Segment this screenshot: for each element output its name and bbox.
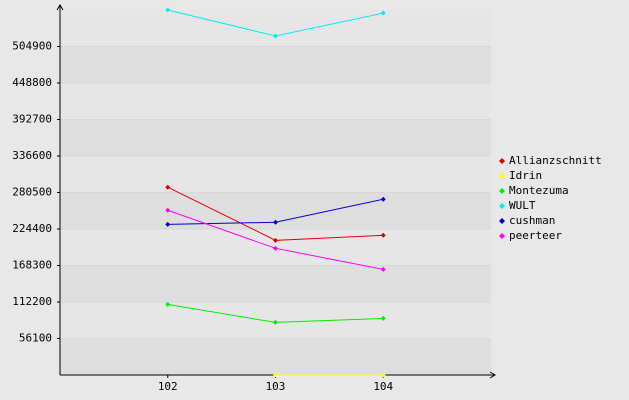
legend-marker bbox=[499, 173, 505, 179]
point-marker bbox=[273, 219, 278, 225]
y-tick-label: 56100 bbox=[19, 332, 52, 345]
plot-band bbox=[60, 46, 491, 83]
y-axis-arrow bbox=[56, 4, 64, 11]
point-marker bbox=[165, 301, 171, 307]
point-marker bbox=[380, 315, 386, 321]
x-tick-label: 102 bbox=[158, 380, 178, 393]
point-marker bbox=[380, 372, 386, 378]
point-marker bbox=[380, 196, 386, 202]
plot-band bbox=[60, 338, 491, 375]
plot-band bbox=[60, 83, 491, 120]
plot-band bbox=[60, 119, 491, 156]
y-tick-label: 392700 bbox=[12, 113, 52, 126]
plot-band bbox=[60, 10, 491, 47]
legend-label: peerteer bbox=[509, 229, 562, 242]
y-tick-label: 336600 bbox=[12, 149, 52, 162]
point-marker bbox=[165, 184, 171, 190]
y-tick-label: 112200 bbox=[12, 295, 52, 308]
point-marker bbox=[273, 237, 278, 243]
point-marker bbox=[165, 7, 171, 13]
x-tick-label: 103 bbox=[266, 380, 286, 393]
legend-marker bbox=[499, 188, 505, 194]
legend-label: Allianzschnitt bbox=[509, 154, 602, 167]
y-tick-label: 504900 bbox=[12, 40, 52, 53]
legend-label: cushman bbox=[509, 214, 555, 227]
legend-marker bbox=[499, 158, 505, 164]
x-axis-arrow bbox=[489, 371, 496, 379]
point-marker bbox=[273, 245, 278, 251]
y-tick-label: 448800 bbox=[12, 76, 52, 89]
legend-marker bbox=[499, 203, 505, 209]
point-marker bbox=[380, 232, 386, 238]
point-marker bbox=[380, 266, 386, 272]
point-marker bbox=[165, 207, 171, 213]
legend-label: Idrin bbox=[509, 169, 542, 182]
plot-band bbox=[60, 156, 491, 193]
point-marker bbox=[273, 319, 278, 325]
legend-label: Montezuma bbox=[509, 184, 569, 197]
legend-label: WULT bbox=[509, 199, 536, 212]
x-tick-label: 104 bbox=[373, 380, 393, 393]
point-marker bbox=[273, 372, 278, 378]
point-marker bbox=[273, 33, 278, 39]
y-tick-label: 280500 bbox=[12, 186, 52, 199]
y-tick-label: 224400 bbox=[12, 222, 52, 235]
point-marker bbox=[165, 221, 171, 227]
legend-marker bbox=[499, 218, 505, 224]
point-marker bbox=[380, 10, 386, 16]
plot-band bbox=[60, 265, 491, 302]
y-tick-label: 168300 bbox=[12, 259, 52, 272]
legend-marker bbox=[499, 233, 505, 239]
